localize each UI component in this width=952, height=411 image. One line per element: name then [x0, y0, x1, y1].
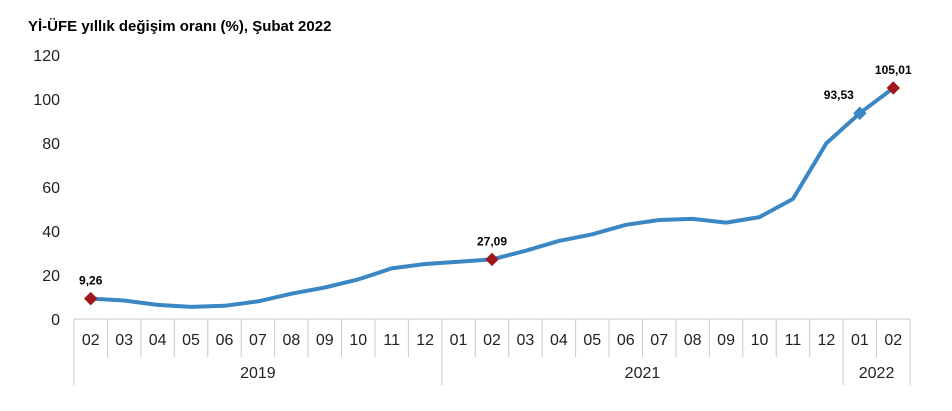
- x-tick-label: 03: [115, 332, 133, 349]
- x-tick-label: 09: [717, 332, 735, 349]
- data-marker: [485, 252, 499, 267]
- x-tick-label: 06: [617, 332, 635, 349]
- x-tick-label: 11: [785, 332, 802, 349]
- y-tick-label: 60: [42, 180, 60, 197]
- x-tick-label: 08: [282, 332, 300, 349]
- chart-title: Yİ-ÜFE yıllık değişim oranı (%), Şubat 2…: [28, 18, 332, 35]
- x-tick-label: 10: [751, 332, 769, 349]
- x-tick-label: 08: [684, 332, 702, 349]
- year-label: 2019: [240, 365, 276, 382]
- x-tick-label: 10: [349, 332, 367, 349]
- x-tick-label: 02: [884, 332, 902, 349]
- x-tick-label: 03: [517, 332, 535, 349]
- x-tick-label: 02: [483, 332, 501, 349]
- y-tick-label: 40: [42, 224, 60, 241]
- x-tick-label: 04: [149, 332, 167, 349]
- x-tick-label: 05: [583, 332, 601, 349]
- x-tick-label: 09: [316, 332, 334, 349]
- x-tick-label: 07: [650, 332, 668, 349]
- x-tick-label: 01: [851, 332, 869, 349]
- y-tick-label: 100: [33, 92, 60, 109]
- y-tick-label: 120: [33, 48, 60, 65]
- x-tick-label: 11: [383, 332, 400, 349]
- data-marker: [886, 81, 900, 95]
- x-tick-label: 02: [82, 332, 100, 349]
- year-label: 2021: [625, 365, 661, 382]
- data-marker: [853, 106, 867, 120]
- data-label: 93,53: [824, 88, 854, 102]
- y-tick-label: 20: [42, 268, 60, 285]
- data-label: 9,26: [79, 274, 103, 288]
- x-tick-label: 04: [550, 332, 568, 349]
- y-tick-label: 80: [42, 136, 60, 153]
- x-tick-label: 01: [450, 332, 468, 349]
- data-label: 27,09: [477, 234, 507, 248]
- x-tick-label: 12: [416, 332, 434, 349]
- x-tick-label: 06: [216, 332, 234, 349]
- x-tick-label: 07: [249, 332, 267, 349]
- data-label: 105,01: [875, 63, 912, 77]
- x-tick-label: 12: [818, 332, 836, 349]
- x-tick-label: 05: [182, 332, 200, 349]
- data-marker: [84, 291, 98, 306]
- series-line: [88, 86, 896, 309]
- year-label: 2022: [859, 365, 895, 382]
- y-tick-label: 0: [51, 312, 60, 329]
